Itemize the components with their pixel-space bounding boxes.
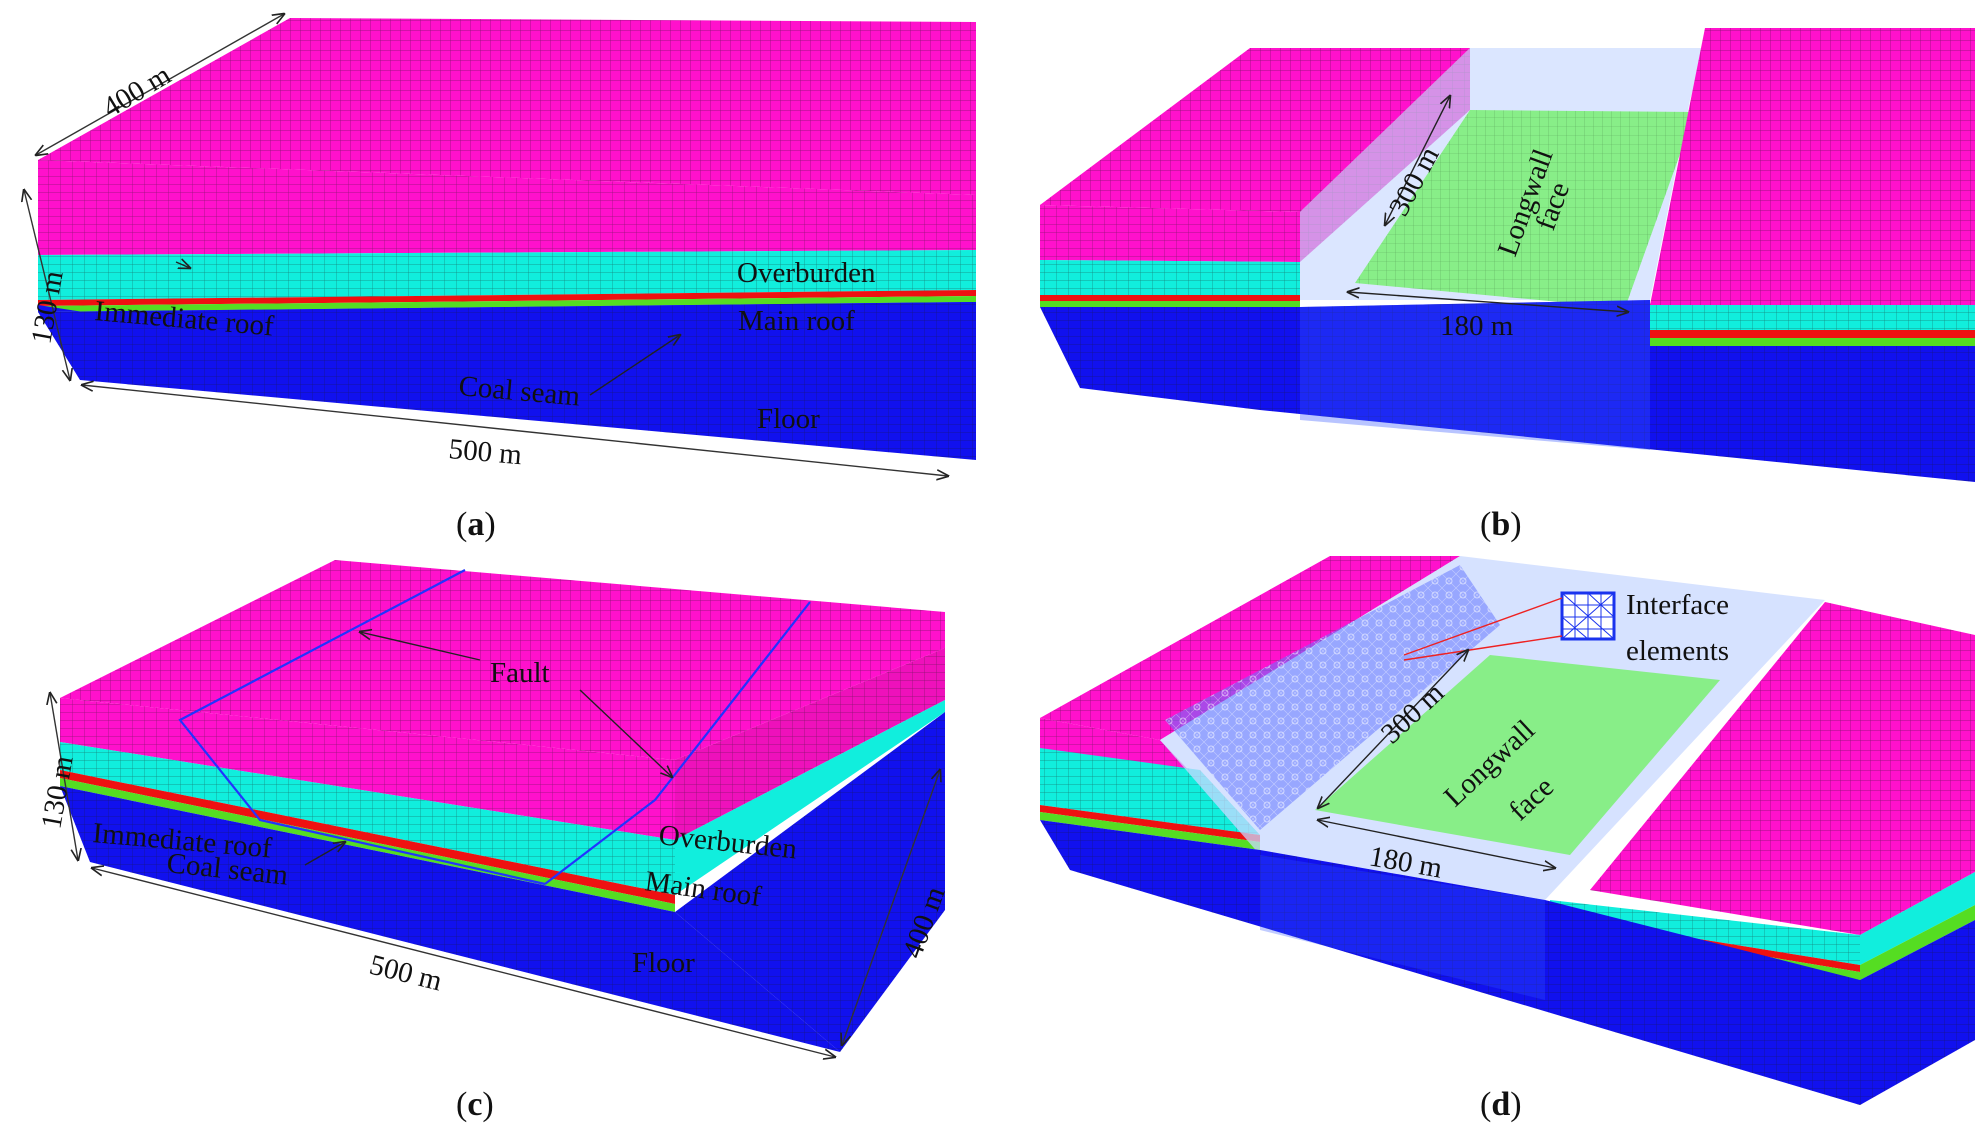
panel-c: 130 m 500 m 400 m Fault Overburden Main … <box>35 560 952 1123</box>
panel-d-label-interface-1: Interface <box>1626 589 1729 621</box>
panel-a-label-main-roof: Main roof <box>738 305 855 337</box>
panel-a-coal-seam-layer <box>38 290 976 306</box>
panel-d: 300 m 180 m Longwall face Interface elem… <box>1040 556 1975 1123</box>
panel-c-caption: (c) <box>456 1086 494 1123</box>
panel-a: 400 m 130 m 500 m Overburden Main roof I… <box>24 14 976 543</box>
panel-a-label-floor: Floor <box>757 403 820 435</box>
panel-b-caption: (b) <box>1480 506 1522 543</box>
panel-a-immediate-roof-layer <box>38 296 976 312</box>
panel-c-label-fault: Fault <box>490 657 550 689</box>
panel-c-dim-length: 500 m <box>366 949 445 998</box>
panel-d-caption: (d) <box>1480 1086 1522 1123</box>
panel-c-label-floor: Floor <box>632 947 695 979</box>
panel-c-dim-height: 130 m <box>35 753 79 831</box>
panel-a-label-overburden: Overburden <box>737 257 876 289</box>
panel-a-dim-length: 500 m <box>447 433 523 471</box>
panel-b: 300 m 180 m Longwall face (b) <box>1040 28 1975 543</box>
panel-c-fault-line-right <box>544 601 811 885</box>
panel-c-fault-line-left <box>178 569 546 886</box>
panel-b-dim-panel-width: 180 m <box>1440 310 1514 342</box>
panel-a-caption: (a) <box>456 506 496 543</box>
panel-d-label-interface-2: elements <box>1626 635 1729 667</box>
